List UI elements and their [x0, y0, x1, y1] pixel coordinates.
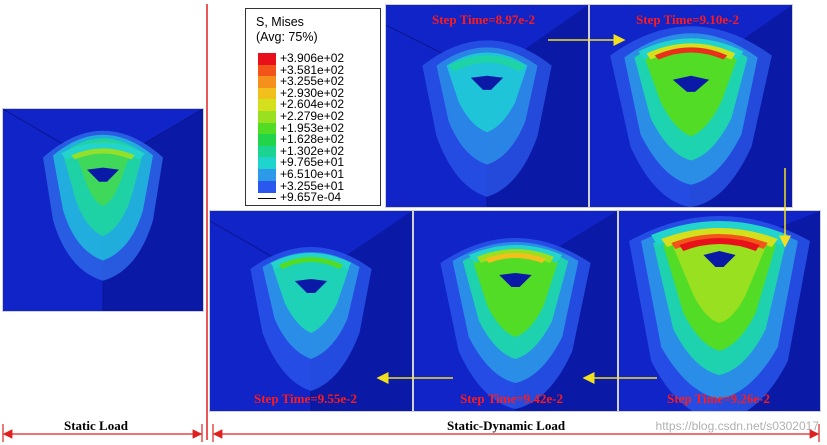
stress-contour-step-5 [210, 211, 412, 411]
legend-entry: +1.953e+02 [258, 120, 380, 135]
step-time-label: Step Time=9.55e-2 [254, 391, 357, 406]
legend-value: +1.953e+02 [280, 120, 345, 135]
static-load-panel [2, 108, 204, 312]
legend-entry: +1.302e+02 [258, 143, 380, 158]
legend-swatch [258, 76, 276, 89]
legend-value: +9.657e-04 [280, 190, 342, 205]
stress-contour-static [3, 109, 203, 311]
panel-step-time-2: Step Time=9.10e-2 [589, 4, 793, 208]
panel-step-time-5: Step Time=9.55e-2 [209, 210, 413, 412]
legend-swatch [258, 111, 276, 123]
legend-value: +6.510e+01 [280, 167, 345, 181]
legend-title-line2: (Avg: 75%) [256, 30, 318, 44]
legend-swatch [258, 99, 276, 112]
legend-swatch [258, 64, 276, 77]
legend-entry: +3.906e+02 [258, 51, 380, 65]
stress-contour-step-2 [590, 5, 792, 207]
stress-legend: S, Mises (Avg: 75%) +3.906e+02 +3.581e+02… [245, 8, 381, 206]
legend-swatch [258, 53, 276, 65]
legend-value: +3.255e+02 [280, 74, 345, 89]
stress-contour-step-1 [386, 5, 588, 207]
legend-swatch [258, 157, 276, 170]
legend-value: +2.604e+02 [280, 97, 345, 112]
legend-swatch [258, 145, 276, 158]
legend-value: +2.279e+02 [280, 109, 345, 123]
step-time-label: Step Time=9.26e-2 [667, 391, 770, 406]
stress-contour-step-4 [414, 211, 617, 411]
step-time-label: Step Time=9.10e-2 [636, 12, 739, 27]
legend-title-line1: S, Mises [256, 15, 304, 29]
legend-entry: +3.581e+02 [258, 62, 380, 77]
legend-entry: +6.510e+01 [258, 167, 380, 181]
legend-value: +2.930e+02 [280, 85, 345, 100]
panel-step-time-1: Step Time=8.97e-2 [385, 4, 589, 208]
step-time-label: Step Time=8.97e-2 [432, 12, 535, 27]
panel-step-time-3: Step Time=9.26e-2 [618, 210, 821, 412]
legend-value: +3.906e+02 [280, 51, 345, 65]
watermark: https://blog.csdn.net/s0302017 [655, 419, 819, 433]
legend-swatch [258, 169, 276, 181]
legend-value: +1.302e+02 [280, 143, 345, 158]
legend-entry: +2.604e+02 [258, 97, 380, 112]
legend-entry: +3.255e+01 [258, 178, 380, 193]
legend-title: S, Mises (Avg: 75%) [256, 15, 318, 45]
legend-value: +1.628e+02 [280, 132, 345, 147]
legend-entry: +9.657e-04 [258, 190, 380, 205]
legend-entry: +3.255e+02 [258, 74, 380, 89]
stress-contour-step-3 [619, 211, 820, 411]
static-load-caption: Static Load [64, 418, 128, 433]
static-dynamic-load-caption: Static-Dynamic Load [447, 418, 566, 433]
panel-step-time-4: Step Time=9.42e-2 [413, 210, 618, 412]
legend-swatch [258, 87, 276, 100]
legend-value: +3.255e+01 [280, 178, 345, 193]
legend-entry: +2.930e+02 [258, 85, 380, 100]
legend-swatch [258, 198, 276, 200]
legend-value: +3.581e+02 [280, 62, 345, 77]
legend-entry: +1.628e+02 [258, 132, 380, 147]
legend-swatch [258, 134, 276, 147]
legend-entry: +9.765e+01 [258, 155, 380, 170]
legend-swatch [258, 122, 276, 135]
step-time-label: Step Time=9.42e-2 [460, 391, 563, 406]
legend-entry: +2.279e+02 [258, 109, 380, 123]
legend-value: +9.765e+01 [280, 155, 345, 170]
legend-swatch [258, 180, 276, 193]
